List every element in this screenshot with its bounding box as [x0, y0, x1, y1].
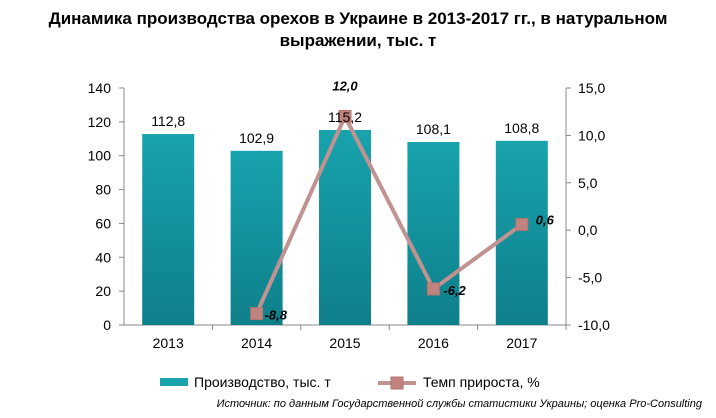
- bar-2013: [142, 134, 195, 325]
- growth-rate-marker-2016: [426, 282, 440, 296]
- bar-2014: [230, 150, 283, 325]
- bar-data-label: 102,9: [239, 130, 274, 146]
- chart-title: Динамика производства орехов в Украине в…: [0, 8, 716, 52]
- growth-rate-line: [254, 114, 523, 315]
- y-right-tick-label: -5,0: [578, 270, 602, 286]
- chart-title-line-1: Динамика производства орехов в Украине в…: [48, 9, 668, 28]
- x-tick-label: 2017: [506, 335, 537, 351]
- y-right-tick-label: 5,0: [578, 175, 598, 191]
- y-left-tick-label: 100: [88, 148, 112, 164]
- y-right-tick-label: 10,0: [578, 127, 605, 143]
- y-right-tick-label: -10,0: [578, 317, 610, 333]
- bar-data-label: 108,8: [504, 120, 539, 136]
- x-tick-label: 2016: [418, 335, 449, 351]
- legend-swatch-growth-marker: [390, 376, 404, 390]
- y-left-tick-label: 0: [103, 317, 111, 333]
- growth-rate-marker-2017: [515, 218, 529, 232]
- y-left-tick-label: 140: [88, 80, 112, 96]
- source-note: Источник: по данным Государственной служ…: [216, 398, 702, 410]
- legend-label-production: Производство, тыс. т: [194, 374, 331, 390]
- line-data-label: -8,8: [265, 308, 288, 323]
- bar-2017: [495, 140, 548, 325]
- line-group: [250, 109, 529, 321]
- x-tick-label: 2014: [241, 335, 272, 351]
- legend-swatch-production: [160, 378, 188, 386]
- bar-data-label: 115,2: [328, 109, 362, 125]
- growth-rate-marker-2014: [250, 307, 264, 321]
- y-right-tick-label: 15,0: [578, 80, 605, 96]
- bar-data-label: 108,1: [416, 121, 451, 137]
- y-right-tick-label: 0,0: [578, 222, 598, 238]
- legend-label-growth: Темп прироста, %: [423, 374, 540, 390]
- x-tick-label: 2015: [329, 335, 360, 351]
- chart-title-line-2: выражении, тыс. т: [279, 31, 437, 50]
- line-data-label: -6,2: [443, 283, 466, 298]
- growth-rate-marker-2015: [338, 109, 352, 123]
- y-left-tick-label: 40: [95, 249, 111, 265]
- line-data-label: 12,0: [332, 78, 358, 93]
- x-tick-label: 2013: [153, 335, 184, 351]
- legend: Производство, тыс. т Темп прироста, %: [160, 374, 540, 390]
- line-data-label: 0,6: [536, 213, 555, 228]
- y-left-tick-label: 60: [95, 215, 111, 231]
- bar-2015: [319, 129, 371, 325]
- y-left-tick-label: 120: [88, 114, 112, 130]
- axes-group: 0 20 40 60 80 100 120 140 -10,0 -5,0 0,0 5,0 10,0 15,…: [88, 80, 610, 351]
- y-left-tick-label: 20: [95, 283, 111, 299]
- bar-data-label: 112,8: [151, 113, 185, 129]
- y-left-tick-label: 80: [95, 182, 111, 198]
- bars-group: [142, 129, 548, 325]
- data-labels-group: 112,8 102,9 115,2 108,1 108,8 -8,8 12,0 -6,2 0,6: [151, 78, 554, 322]
